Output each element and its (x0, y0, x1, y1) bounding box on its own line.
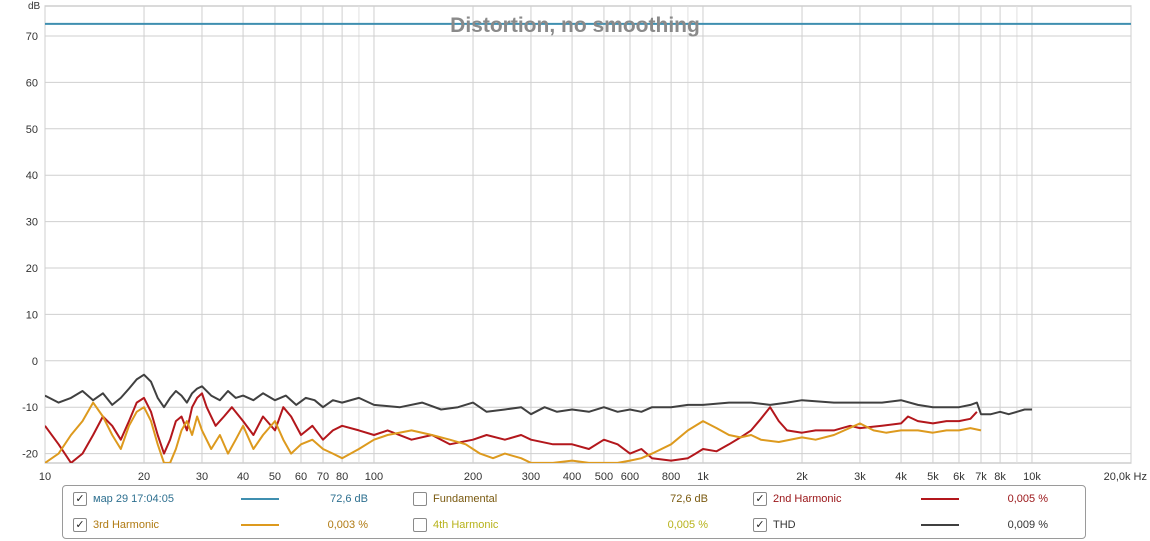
x-tick-label: 4k (895, 471, 907, 483)
x-tick-label: 600 (621, 471, 639, 483)
legend-row: ✓ мар 29 17:04:05 72,6 dB Fundamental 72,6 d… (63, 489, 1085, 509)
x-tick-label: 7k (975, 471, 987, 483)
y-axis-label: dB (28, 1, 41, 12)
legend-checkbox-3rd-harmonic[interactable]: ✓ (73, 518, 87, 532)
legend-value-fundamental: 72,6 dB (670, 493, 708, 505)
x-tick-label: 1k (697, 471, 709, 483)
legend-swatch-3rd-harmonic (241, 524, 279, 526)
series-group (45, 22, 1131, 463)
x-tick-label: 30 (196, 471, 208, 483)
legend-value-4th-harmonic: 0,005 % (667, 519, 708, 531)
legend-panel: ✓ мар 29 17:04:05 72,6 dB Fundamental 72,6 d… (62, 485, 1086, 539)
x-tick-label: 10k (1023, 471, 1041, 483)
y-tick-label: 10 (26, 309, 38, 321)
legend-label-4th-harmonic: 4th Harmonic (433, 519, 499, 531)
legend-value-3rd-harmonic: 0,003 % (327, 519, 368, 531)
x-tick-label: 8k (994, 471, 1006, 483)
x-tick-label: 40 (237, 471, 249, 483)
x-tick-label: 3k (854, 471, 866, 483)
x-tick-label: 100 (365, 471, 383, 483)
series-line-3rd-harmonic (45, 401, 982, 463)
x-tick-label: 50 (269, 471, 281, 483)
distortion-chart: 10 20 30 40 50 60 70 80 100 200 300 400 500 600 800 1k 2… (22, 1, 1147, 483)
chart-title: Distortion, no smoothing (450, 14, 700, 37)
legend-checkbox-thd[interactable]: ✓ (753, 518, 767, 532)
x-tick-label: 20,0k Hz (1104, 471, 1147, 483)
x-tick-label: 500 (595, 471, 613, 483)
legend-label-fundamental: Fundamental (433, 493, 498, 505)
y-tick-label: 0 (32, 356, 38, 368)
x-tick-label: 80 (336, 471, 348, 483)
legend-swatch-29-17-04-05 (241, 498, 279, 500)
x-tick-label: 5k (927, 471, 939, 483)
legend-label-thd: THD (773, 519, 796, 531)
plot-area (44, 5, 1132, 464)
x-tick-label: 70 (317, 471, 329, 483)
legend-label-2nd-harmonic: 2nd Harmonic (773, 493, 842, 505)
legend-value-thd: 0,009 % (1007, 519, 1048, 531)
x-tick-label: 800 (662, 471, 680, 483)
x-tick-label: 300 (522, 471, 540, 483)
y-tick-label: -20 (22, 449, 38, 461)
legend-swatch-2nd-harmonic (921, 498, 959, 500)
y-tick-label: 50 (26, 124, 38, 136)
y-tick-label: 40 (26, 170, 38, 182)
x-tick-label: 6k (953, 471, 965, 483)
x-tick-label: 10 (39, 471, 51, 483)
legend-value-2nd-harmonic: 0,005 % (1007, 493, 1048, 505)
y-tick-label: 60 (26, 77, 38, 89)
y-tick-label: 20 (26, 263, 38, 275)
x-tick-label: 400 (563, 471, 581, 483)
legend-checkbox-fundamental[interactable] (413, 492, 427, 506)
x-tick-label: 200 (464, 471, 482, 483)
tick-labels: 10 20 30 40 50 60 70 80 100 200 300 400 500 600 800 1k 2… (22, 31, 1147, 483)
legend-value-29-17-04-05: 72,6 dB (330, 493, 368, 505)
legend-checkbox-4th-harmonic[interactable] (413, 518, 427, 532)
x-tick-label: 60 (295, 471, 307, 483)
x-tick-label: 20 (138, 471, 150, 483)
legend-swatch-thd (921, 524, 959, 526)
legend-row: ✓ 3rd Harmonic 0,003 % 4th Harmonic 0,005 % ✓… (63, 515, 1085, 535)
legend-label-29-17-04-05: мар 29 17:04:05 (93, 493, 174, 505)
legend-checkbox-2nd-harmonic[interactable]: ✓ (753, 492, 767, 506)
y-tick-label: 30 (26, 217, 38, 229)
legend-label-3rd-harmonic: 3rd Harmonic (93, 519, 160, 531)
y-tick-label: 70 (26, 31, 38, 43)
series-line-thd (45, 373, 1032, 416)
y-tick-label: -10 (22, 402, 38, 414)
x-tick-label: 2k (796, 471, 808, 483)
legend-checkbox-29-17-04-05[interactable]: ✓ (73, 492, 87, 506)
